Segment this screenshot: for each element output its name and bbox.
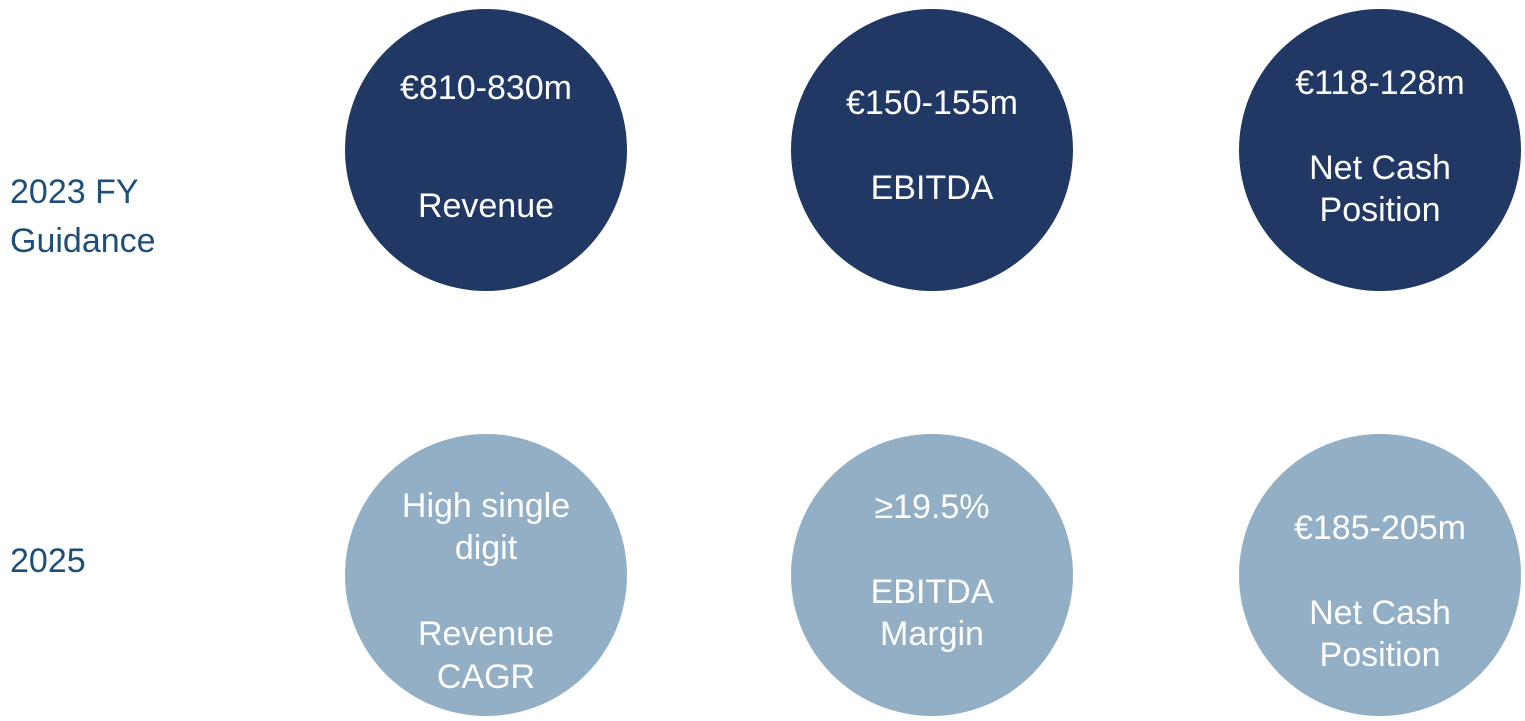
circle-caption: Net Cash	[1309, 149, 1451, 187]
circle-caption: Position	[1320, 636, 1441, 674]
circle-value: High single	[402, 487, 570, 525]
row-label: Guidance	[10, 222, 156, 260]
circle	[791, 434, 1073, 716]
row-label: 2023 FY	[10, 173, 139, 211]
row-label: 2025	[10, 542, 86, 580]
circle-caption: Position	[1320, 191, 1441, 229]
circle-value: €810-830m	[400, 69, 572, 107]
circle-caption: Revenue	[418, 187, 554, 225]
circle-value: €185-205m	[1294, 509, 1466, 547]
circle	[1239, 9, 1521, 291]
circle-value: €150-155m	[846, 84, 1018, 122]
circle-caption: CAGR	[437, 658, 535, 696]
circle-caption: Net Cash	[1309, 594, 1451, 632]
circle-caption: EBITDA	[871, 169, 994, 207]
circle-value: digit	[455, 529, 518, 567]
circle	[345, 434, 627, 716]
circle-caption: EBITDA	[871, 573, 994, 611]
circle-value: ≥19.5%	[874, 488, 989, 526]
circle-caption: Revenue	[418, 615, 554, 653]
circle	[345, 9, 627, 291]
circle	[1239, 434, 1521, 716]
circle-caption: Margin	[880, 615, 984, 653]
circle-value: €118-128m	[1295, 64, 1465, 102]
circle	[791, 9, 1073, 291]
